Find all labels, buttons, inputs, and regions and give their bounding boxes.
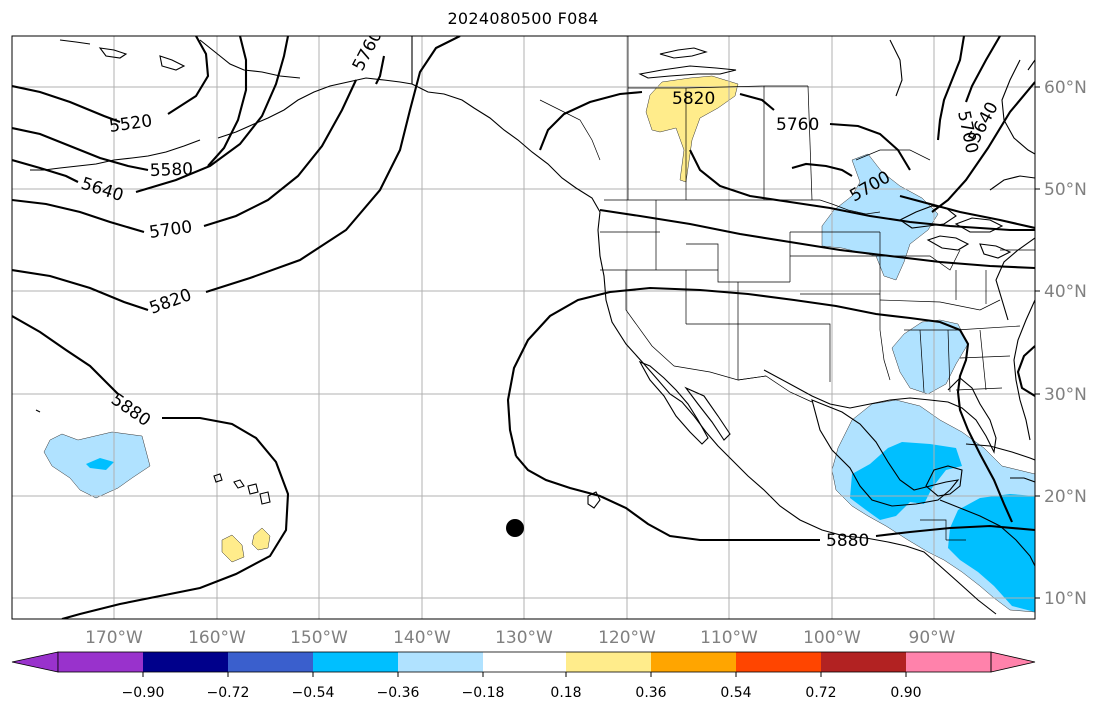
latitude-label: 60°N (1044, 78, 1087, 98)
map-title: 2024080500 F084 (447, 9, 599, 28)
colorbar-segment (736, 652, 821, 672)
colorbar-segment (58, 652, 143, 672)
shaded-anomaly-fields (43, 75, 1035, 613)
latitude-label: 50°N (1044, 180, 1087, 200)
contour-label: 5820 (672, 89, 715, 109)
colorbar-tick-label: −0.18 (462, 685, 505, 701)
latitude-label: 30°N (1044, 385, 1087, 405)
contour-label: 5580 (149, 159, 193, 180)
longitude-label: 110°W (700, 628, 758, 648)
colorbar-extend-high (990, 651, 1036, 673)
longitude-label: 120°W (598, 628, 656, 648)
longitude-label: 130°W (495, 628, 553, 648)
colorbar-tick-label: 0.72 (805, 685, 836, 701)
longitude-label: 100°W (803, 628, 861, 648)
contour-label: 5760 (776, 115, 819, 135)
colorbar-tick-label: −0.54 (292, 685, 335, 701)
latitude-label: 20°N (1044, 487, 1087, 507)
map-frame (11, 35, 1036, 620)
colorbar-tick-label: 0.36 (635, 685, 666, 701)
colorbar-tick-label: 0.18 (550, 685, 581, 701)
colorbar-segment (228, 652, 313, 672)
longitude-label: 140°W (393, 628, 451, 648)
colorbar-extend-low (11, 651, 59, 673)
latitude-labels: 60°N 50°N 40°N 30°N 20°N 10°N (1044, 78, 1087, 609)
colorbar-outline (57, 651, 992, 673)
political-borders (411, 36, 1035, 541)
colorbar-segment (313, 652, 398, 672)
colorbar: −0.90 −0.72 −0.54 −0.36 −0.18 0.18 0.36 … (11, 651, 1036, 701)
longitude-label: 150°W (290, 628, 348, 648)
latitude-ticks (1035, 86, 1040, 599)
colorbar-tick-label: −0.72 (207, 685, 250, 701)
colorbar-segment (651, 652, 736, 672)
colorbar-tick-label: 0.54 (720, 685, 751, 701)
colorbar-segment (143, 652, 228, 672)
colorbar-tick-label: −0.90 (122, 685, 165, 701)
longitude-label: 160°W (188, 628, 246, 648)
latitude-label: 40°N (1044, 282, 1087, 302)
storm-position-dot (506, 519, 524, 537)
height-contours (12, 36, 1035, 619)
gridlines (12, 36, 1035, 619)
colorbar-segment (906, 652, 991, 672)
longitude-label: 170°W (85, 628, 143, 648)
colorbar-segment (566, 652, 651, 672)
colorbar-tick-label: −0.36 (377, 685, 420, 701)
colorbar-segment (821, 652, 906, 672)
longitude-label: 90°W (909, 628, 956, 648)
longitude-labels: 170°W 160°W 150°W 140°W 130°W 120°W 110°… (85, 628, 956, 648)
colorbar-segment (483, 652, 566, 672)
latitude-label: 10°N (1044, 589, 1087, 609)
contour-label: 5880 (826, 531, 869, 551)
colorbar-segment (398, 652, 483, 672)
colorbar-tick-label: 0.90 (890, 685, 921, 701)
